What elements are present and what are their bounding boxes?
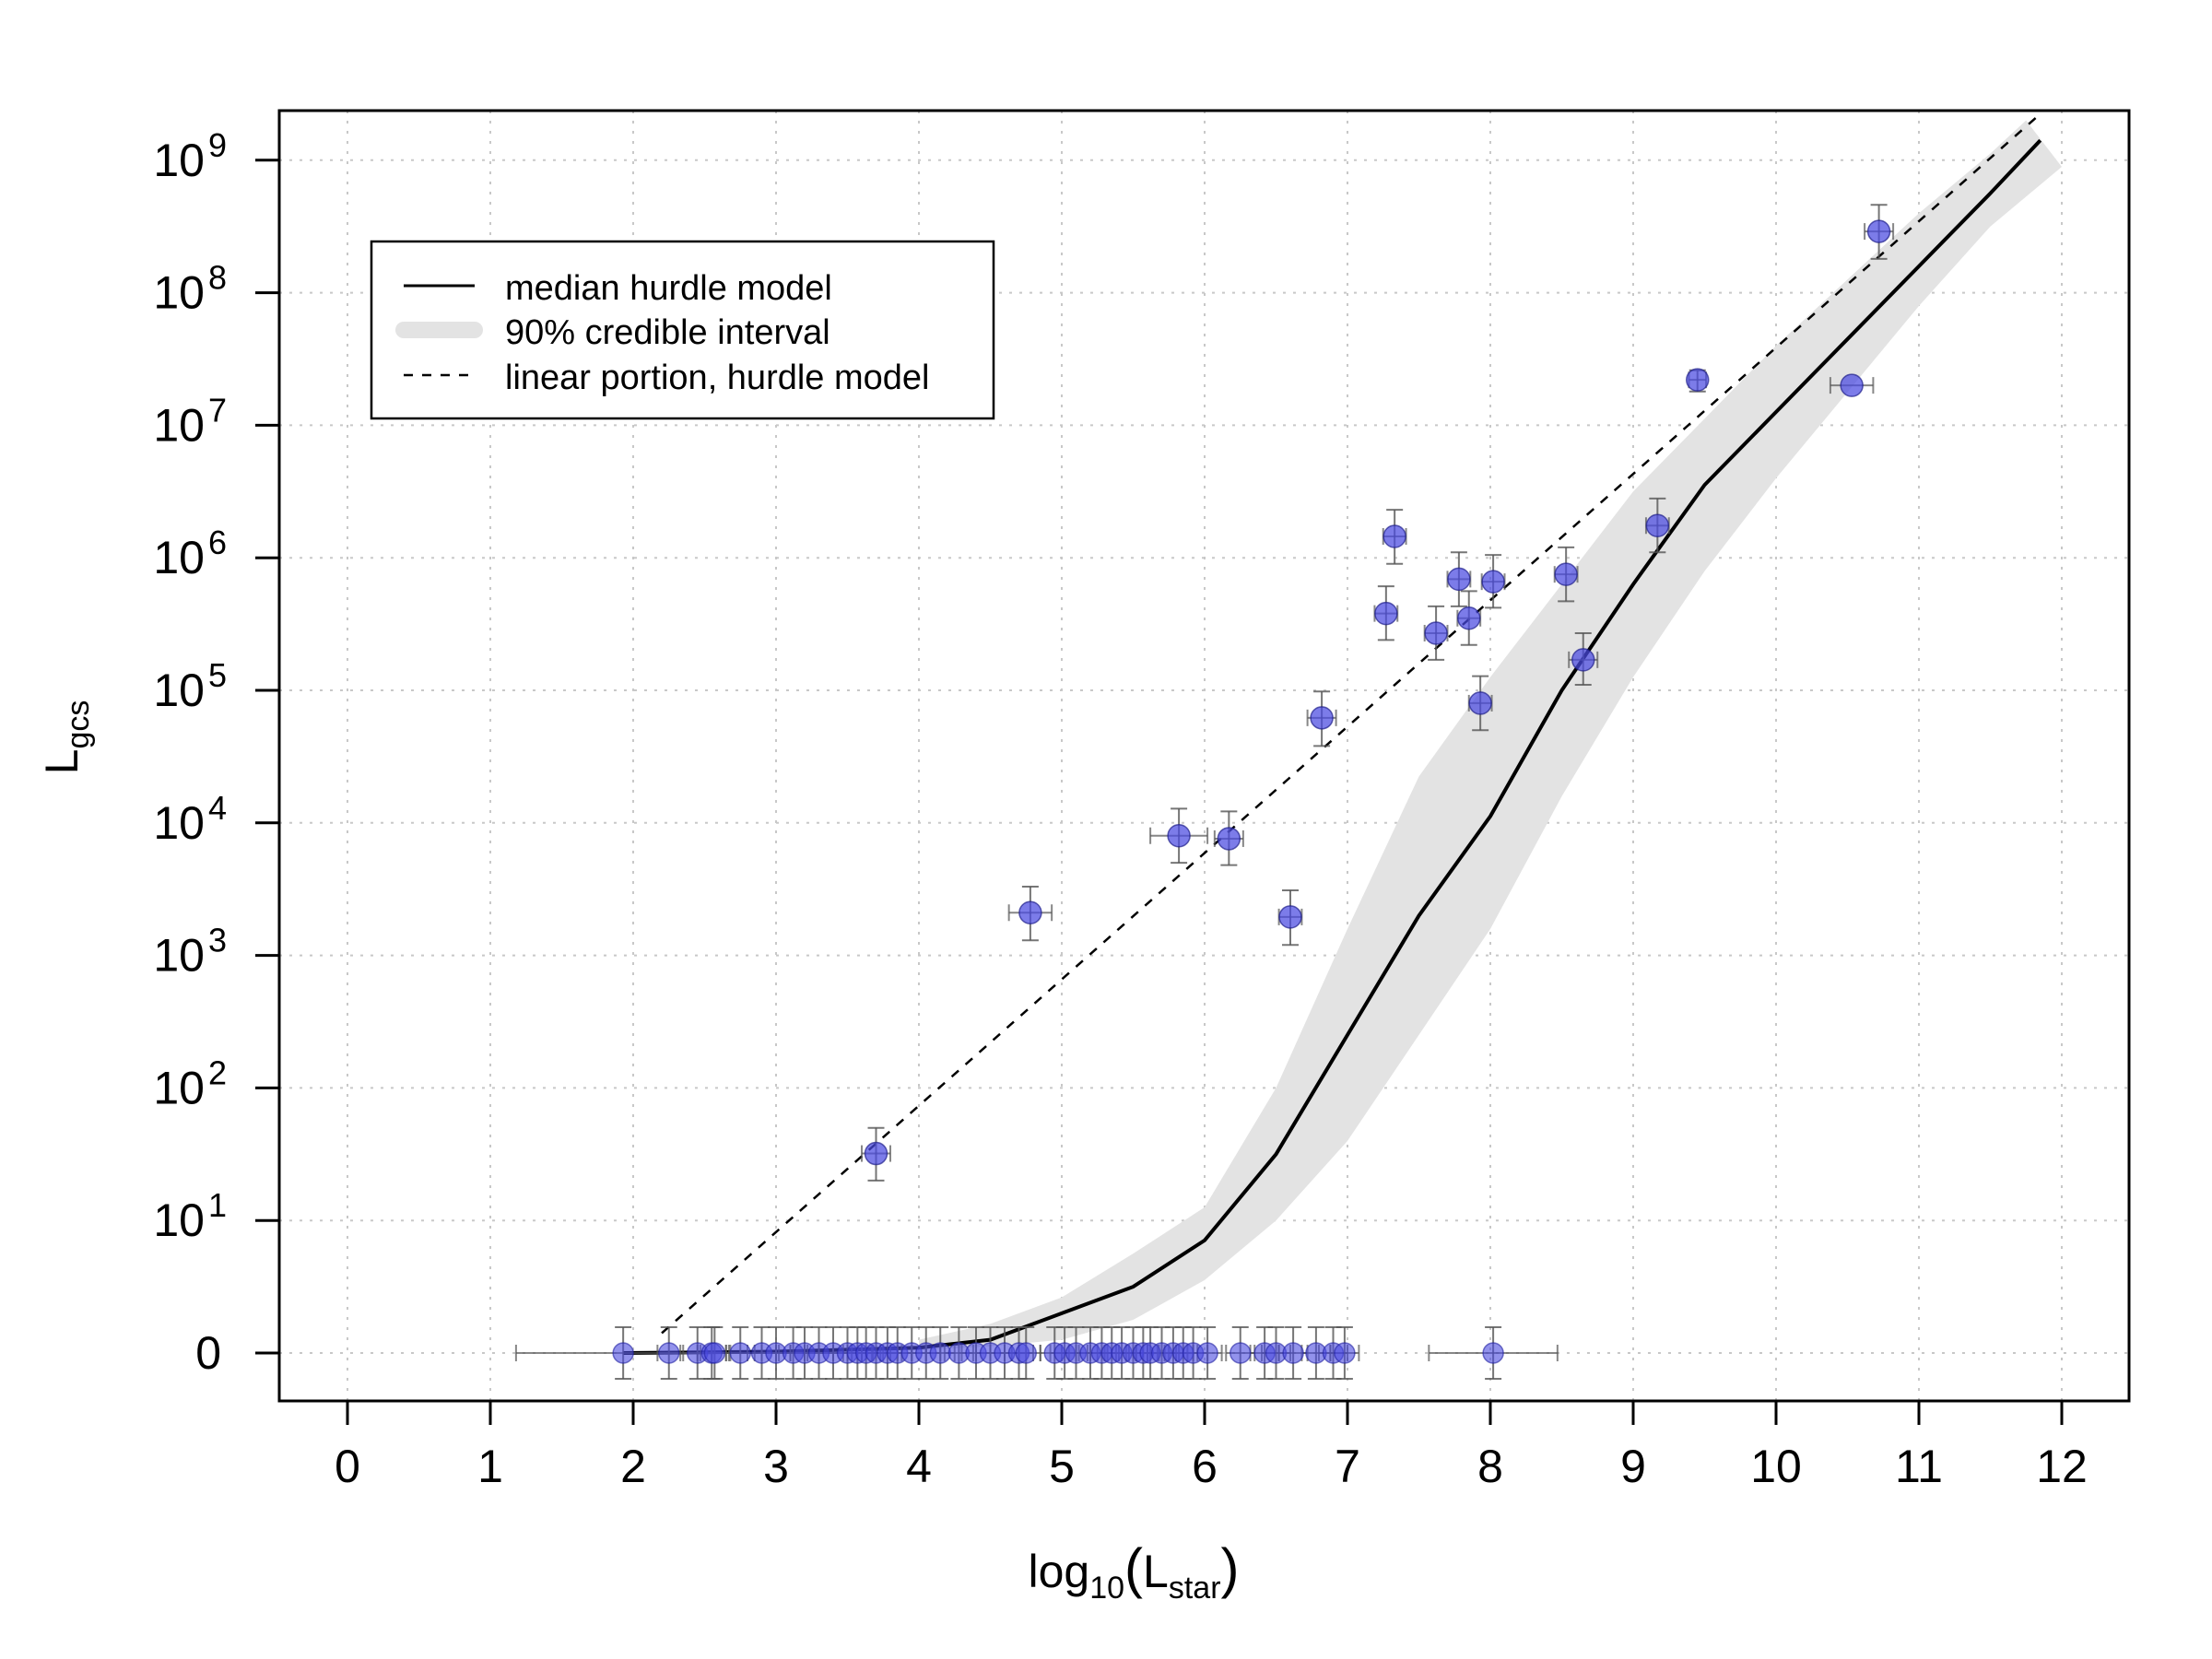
x-tick-label: 10 <box>1750 1441 1802 1492</box>
x-label-open-paren: ( <box>1124 1537 1143 1599</box>
x-tick-label: 1 <box>477 1441 503 1492</box>
x-label-main-subscript: star <box>1169 1571 1221 1606</box>
zero-data-point <box>1196 1342 1218 1364</box>
data-point <box>1167 823 1191 848</box>
y-tick-exponent: 3 <box>208 922 227 959</box>
legend-label-median: median hurdle model <box>505 269 832 308</box>
zero-data-point <box>612 1342 634 1364</box>
data-point <box>1481 570 1505 594</box>
x-axis: 0 1 2 3 4 5 6 7 8 9 10 11 12 <box>335 1401 2088 1492</box>
y-label-subscript: gcs <box>61 700 96 749</box>
zero-data-point <box>1015 1342 1037 1364</box>
x-tick-label: 2 <box>620 1441 646 1492</box>
y-tick-label: 10 <box>153 532 205 583</box>
credible-interval-band <box>919 120 2062 1351</box>
data-point <box>1217 827 1241 851</box>
y-tick-label: 10 <box>153 1194 205 1246</box>
y-tick-exponent: 9 <box>208 126 227 164</box>
x-tick-label: 7 <box>1335 1441 1360 1492</box>
data-point <box>1571 648 1595 672</box>
data-point <box>1686 368 1710 392</box>
linear-portion-dashed-line <box>661 112 2041 1335</box>
y-tick-label: 10 <box>153 135 205 186</box>
x-label-base: log <box>1028 1546 1089 1597</box>
data-point <box>1382 524 1406 548</box>
x-tick-label: 3 <box>763 1441 789 1492</box>
data-point <box>1840 373 1864 397</box>
x-label-close-paren: ) <box>1221 1537 1240 1599</box>
y-tick-label: 10 <box>153 399 205 451</box>
y-label-main: L <box>36 749 88 775</box>
data-point <box>1278 905 1302 929</box>
y-tick-exponent: 4 <box>208 789 227 827</box>
x-label-base-subscript: 10 <box>1089 1571 1124 1606</box>
y-tick-label: 10 <box>153 267 205 319</box>
legend: median hurdle model 90% credible interva… <box>370 240 995 420</box>
x-tick-label: 12 <box>2036 1441 2088 1492</box>
zero-data-point <box>703 1342 726 1364</box>
data-point <box>1554 562 1578 586</box>
zero-data-point <box>729 1342 751 1364</box>
legend-label-linear: linear portion, hurdle model <box>505 359 930 397</box>
data-point <box>1310 706 1334 730</box>
x-axis-label: log10(Lstar) <box>1028 1537 1239 1606</box>
y-tick-exponent: 7 <box>208 391 227 429</box>
data-point <box>1424 621 1448 645</box>
zero-data-point <box>1482 1342 1504 1364</box>
y-tick-exponent: 8 <box>208 259 227 297</box>
zero-data-point <box>929 1342 951 1364</box>
y-tick-label: 10 <box>153 797 205 849</box>
data-point <box>1374 601 1398 626</box>
y-tick-label: 10 <box>153 930 205 982</box>
y-tick-exponent: 2 <box>208 1053 227 1091</box>
y-axis-label: Lgcs <box>36 700 96 775</box>
zero-data-point <box>1230 1342 1252 1364</box>
y-tick-exponent: 1 <box>208 1186 227 1224</box>
zero-data-point <box>658 1342 680 1364</box>
data-point <box>864 1141 888 1166</box>
y-tick-exponent: 6 <box>208 524 227 561</box>
x-tick-label: 6 <box>1192 1441 1218 1492</box>
zero-data-point <box>1282 1342 1304 1364</box>
legend-label-interval: 90% credible interval <box>505 313 830 352</box>
x-tick-label: 5 <box>1049 1441 1075 1492</box>
data-points <box>612 219 1891 1364</box>
x-label-main: L <box>1143 1546 1169 1597</box>
data-point <box>1457 606 1481 630</box>
y-tick-label: 0 <box>195 1327 221 1379</box>
data-point <box>1645 513 1670 538</box>
data-point <box>1866 219 1891 243</box>
y-tick-label: 10 <box>153 1062 205 1113</box>
x-tick-label: 11 <box>1895 1441 1943 1492</box>
y-tick-exponent: 5 <box>208 656 227 694</box>
data-point <box>1468 691 1492 715</box>
grid-lines <box>279 111 2129 1401</box>
x-tick-label: 9 <box>1620 1441 1646 1492</box>
zero-data-point <box>1334 1342 1356 1364</box>
x-tick-label: 8 <box>1477 1441 1503 1492</box>
linear-portion-line <box>661 112 2041 1335</box>
credible-interval-area <box>919 120 2062 1351</box>
x-tick-label: 4 <box>906 1441 932 1492</box>
data-point <box>1018 900 1042 925</box>
data-point <box>1447 567 1471 592</box>
x-tick-label: 0 <box>335 1441 360 1492</box>
y-tick-label: 10 <box>153 665 205 716</box>
